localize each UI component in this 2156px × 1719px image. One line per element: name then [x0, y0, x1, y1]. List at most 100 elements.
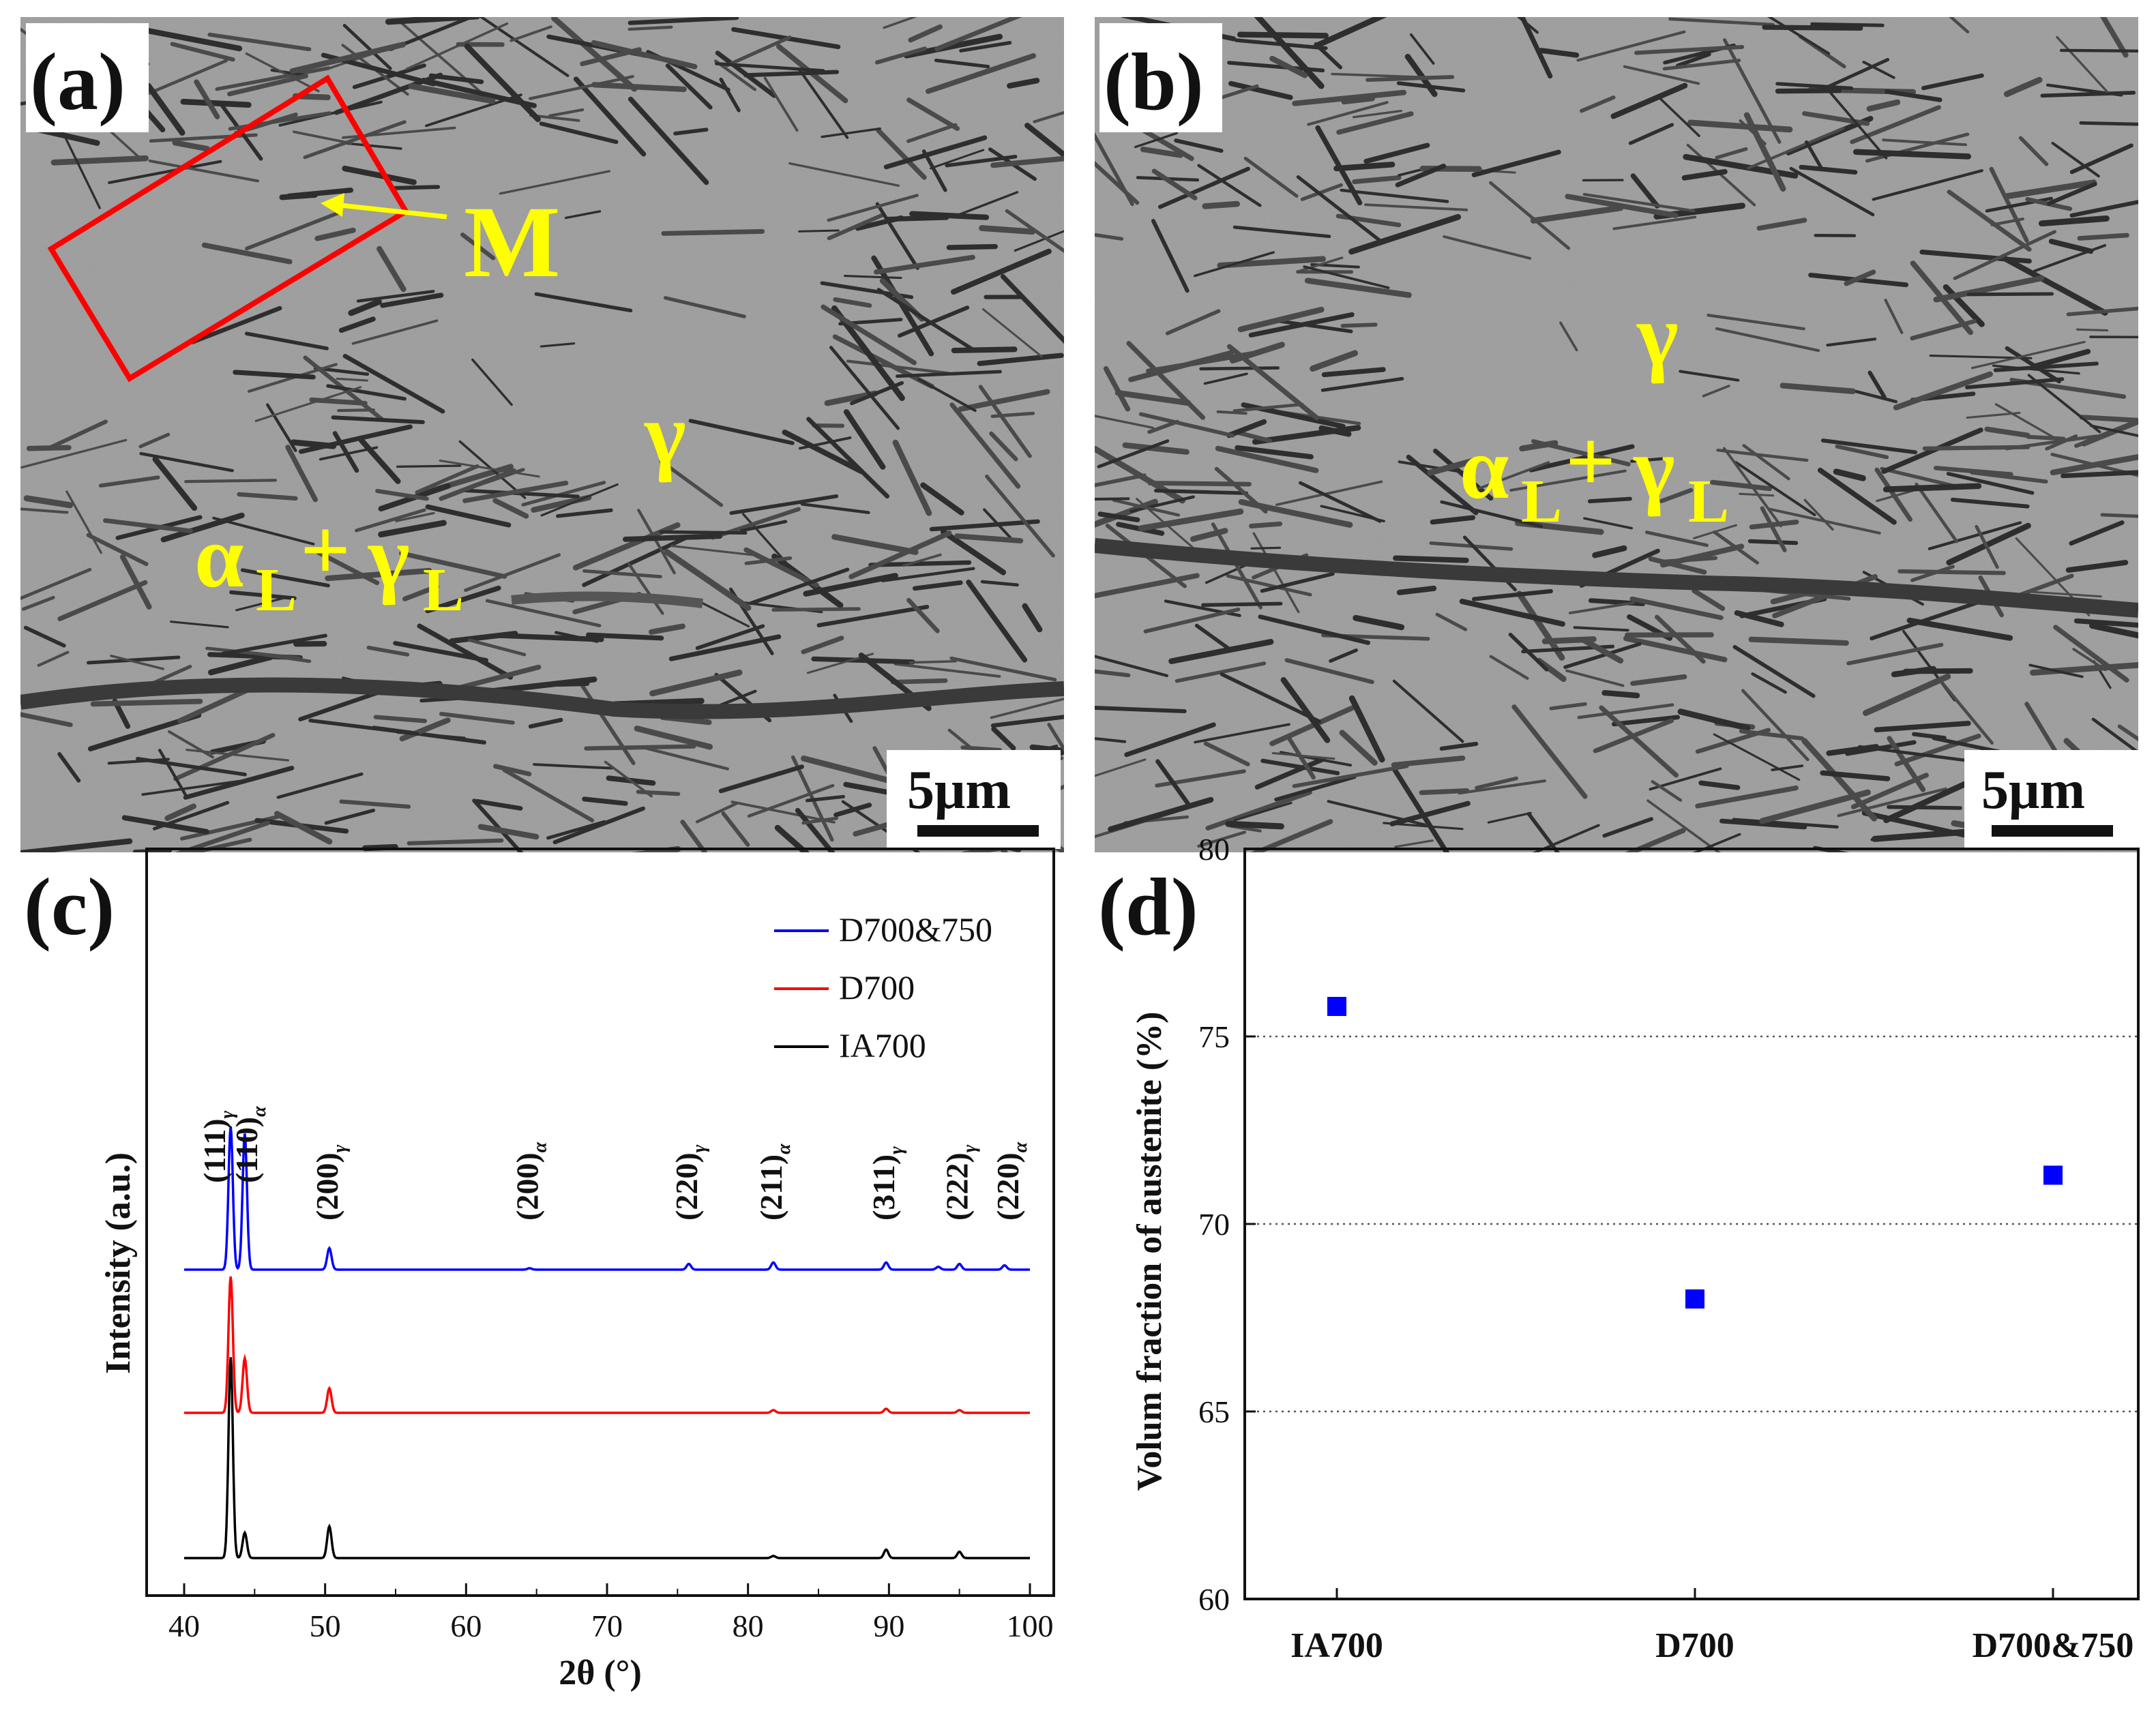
- lath: [977, 353, 1064, 366]
- lath: [1365, 75, 1455, 83]
- lath: [1855, 389, 1898, 404]
- lath: [212, 516, 315, 545]
- lath: [1348, 695, 1385, 763]
- lath: [782, 430, 864, 475]
- lath: [173, 732, 276, 781]
- lath: [885, 215, 949, 222]
- lath: [314, 227, 356, 241]
- lath: [554, 631, 599, 643]
- lath: [245, 209, 344, 251]
- lath: [763, 76, 799, 132]
- lath: [1033, 110, 1064, 123]
- lath: [139, 451, 234, 473]
- peak-label: (222)γ: [940, 1144, 981, 1221]
- lath: [86, 533, 149, 567]
- lath: [1201, 601, 1283, 607]
- lath: [1887, 805, 1962, 810]
- lath: [65, 490, 102, 554]
- lath: [1953, 230, 2056, 280]
- lath: [634, 726, 713, 750]
- lath: [946, 243, 998, 250]
- lath: [1260, 571, 1335, 593]
- lath: [2047, 181, 2097, 206]
- lath: [906, 597, 940, 633]
- lath: [1965, 377, 2065, 389]
- lath: [721, 811, 750, 847]
- lath: [1949, 17, 1970, 33]
- lath: [1826, 744, 1879, 756]
- y-tick-label: 80: [1198, 832, 1230, 867]
- lath: [850, 380, 904, 406]
- lath: [982, 308, 1043, 358]
- lath: [1433, 448, 1494, 501]
- lath: [1122, 442, 1190, 455]
- lath: [1194, 723, 1290, 744]
- lath: [274, 811, 333, 845]
- peak-label-main: (220): [669, 1152, 704, 1221]
- lath: [1175, 661, 1267, 683]
- lath: [1789, 166, 1875, 217]
- lath: [1427, 457, 1479, 476]
- lath: [2069, 143, 2133, 175]
- lath: [1655, 614, 1706, 664]
- lath: [158, 749, 188, 798]
- lath: [1933, 466, 2013, 477]
- lath: [2051, 142, 2100, 178]
- lath: [1975, 524, 1999, 569]
- lath: [1095, 497, 1130, 501]
- peak-label-main: (220): [990, 1152, 1025, 1221]
- lath: [57, 580, 148, 621]
- lath: [604, 760, 653, 798]
- lath: [1651, 780, 1683, 802]
- lath: [894, 662, 1001, 678]
- lath: [1715, 147, 1748, 160]
- lath: [1629, 457, 1668, 463]
- lath: [378, 520, 447, 538]
- lath: [1756, 218, 1807, 231]
- lath: [1933, 275, 2045, 303]
- lath: [663, 296, 746, 318]
- lath: [1214, 466, 1268, 514]
- lath: [1966, 411, 2021, 419]
- lath: [906, 123, 958, 143]
- lath: [1747, 127, 1845, 170]
- lath: [1487, 811, 1532, 824]
- lath: [540, 342, 576, 348]
- lath: [352, 63, 426, 89]
- lath: [1623, 65, 1700, 85]
- lath: [1126, 341, 1206, 420]
- lath: [405, 22, 509, 70]
- lath: [1820, 438, 1918, 455]
- lath: [730, 801, 836, 824]
- lath: [2003, 76, 2043, 98]
- sem-image-b: [1095, 17, 2138, 852]
- lath: [811, 656, 915, 665]
- lath: [1197, 831, 1247, 848]
- lath: [979, 225, 1035, 235]
- alpha-l-sub-b: L: [1521, 468, 1562, 535]
- lath: [1716, 448, 1809, 462]
- lath: [1872, 169, 1983, 201]
- scale-bar-b: [1992, 825, 2113, 837]
- lath: [1928, 521, 2022, 550]
- lath: [1211, 522, 1263, 610]
- lath: [464, 43, 541, 123]
- alpha-l-sub-a: L: [256, 556, 297, 624]
- lath: [1459, 599, 1565, 627]
- lath: [1095, 669, 1131, 678]
- lath: [1681, 168, 1728, 181]
- lath: [1274, 775, 1357, 802]
- lath: [1628, 123, 1674, 145]
- lath: [659, 530, 748, 535]
- gamma-l-a: γ: [368, 508, 410, 606]
- y-tick-label: 65: [1198, 1394, 1230, 1429]
- lath: [1129, 495, 1195, 513]
- lath: [1472, 588, 1553, 601]
- x-tick-label: 80: [733, 1609, 764, 1643]
- lath: [235, 597, 286, 612]
- lath: [1659, 488, 1694, 503]
- lath: [556, 508, 613, 518]
- lath: [1565, 194, 1679, 218]
- lath: [958, 389, 1050, 412]
- lath: [342, 353, 445, 414]
